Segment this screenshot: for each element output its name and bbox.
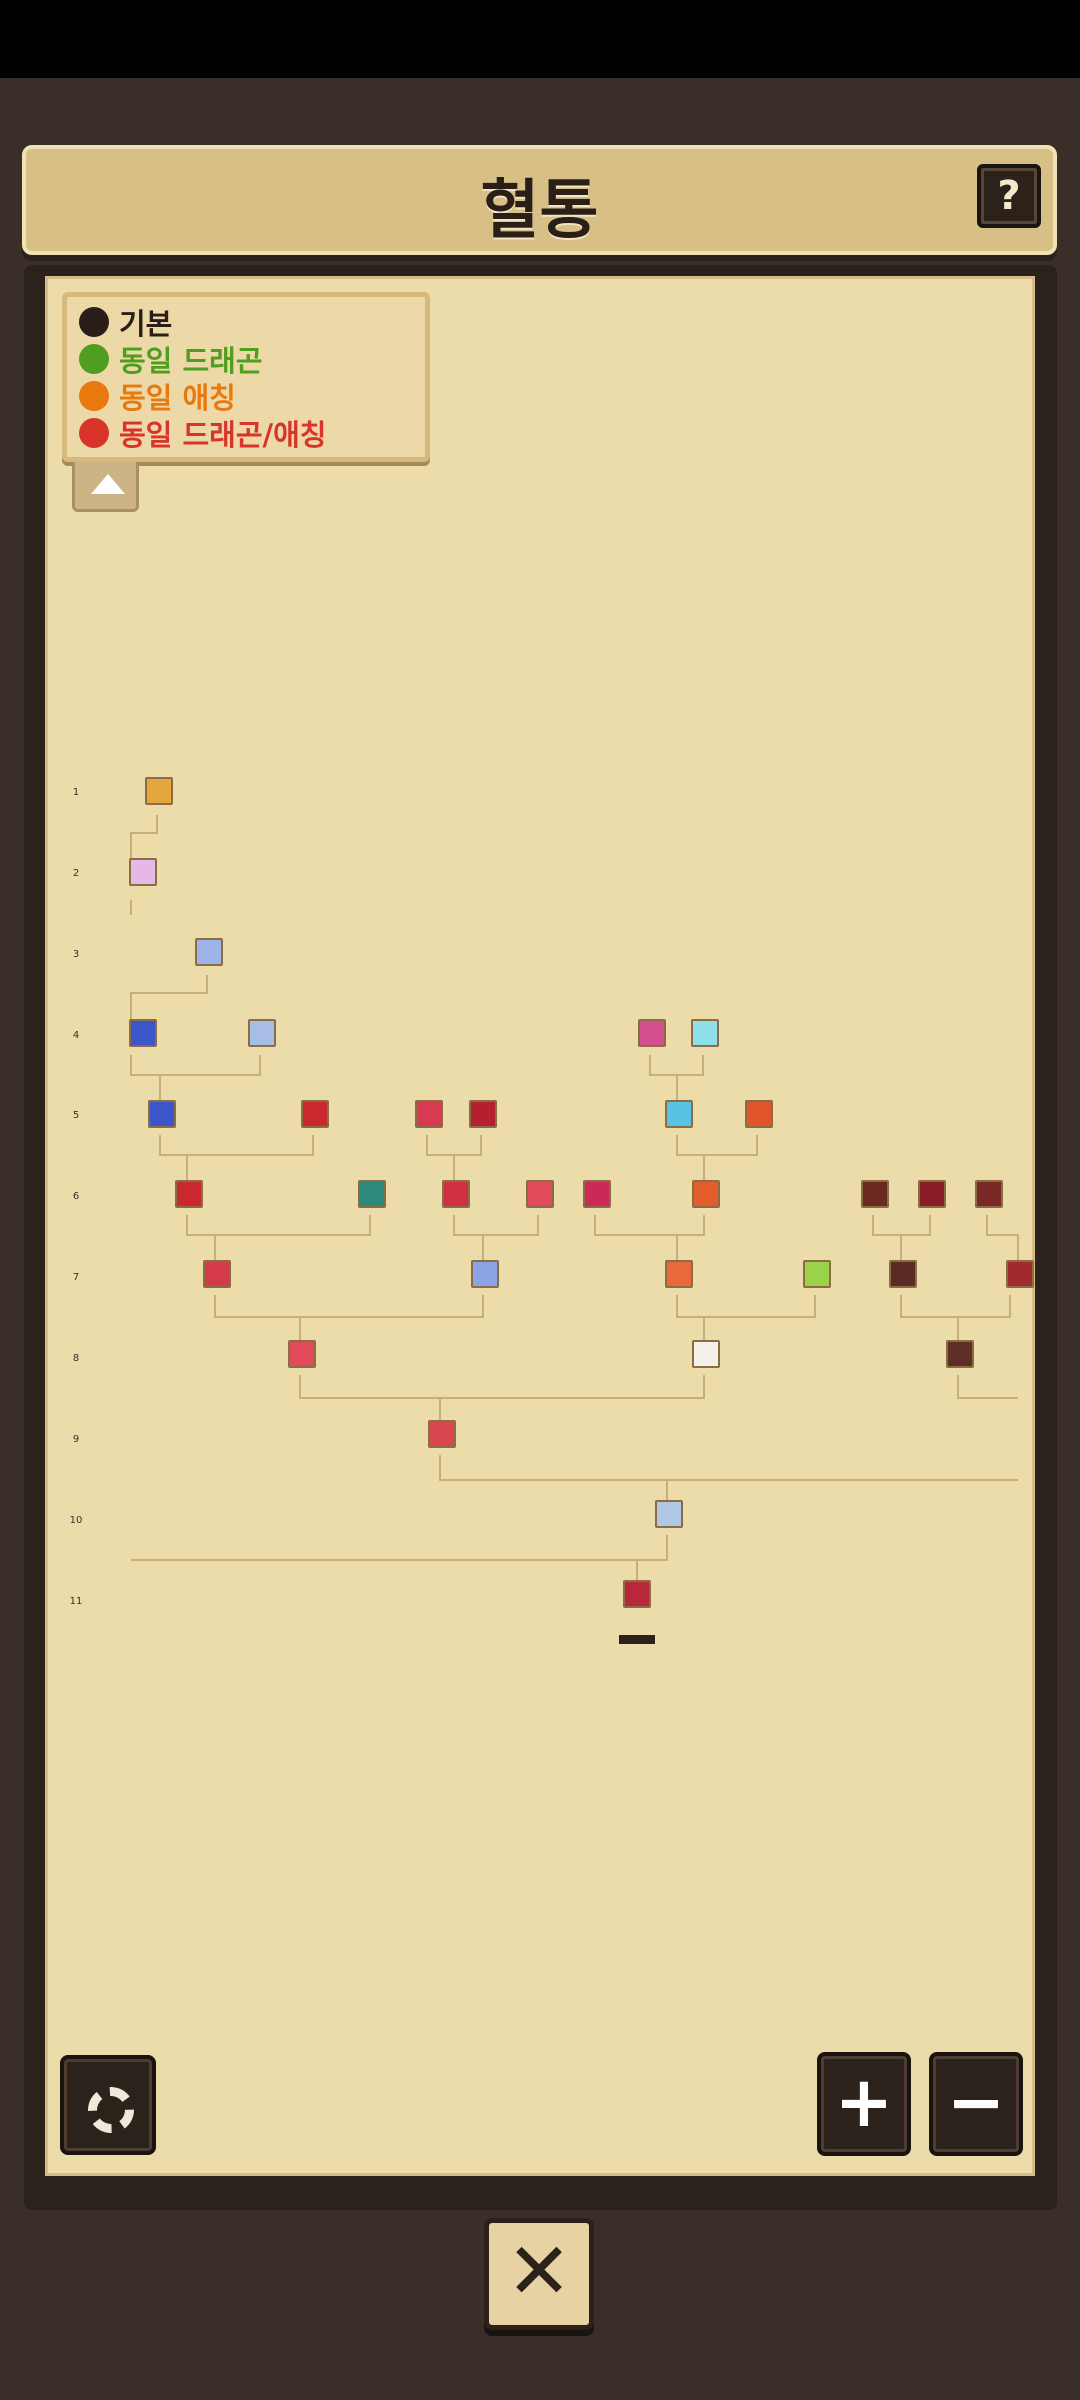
dragon-node[interactable] bbox=[1006, 1260, 1034, 1288]
zoom-in-button[interactable]: + bbox=[817, 2052, 911, 2156]
generation-label: 11 bbox=[69, 1596, 83, 1607]
dragon-node[interactable] bbox=[195, 938, 223, 966]
close-icon: ✕ bbox=[506, 2227, 572, 2317]
dragon-node[interactable] bbox=[583, 1180, 611, 1208]
generation-label: 1 bbox=[72, 787, 80, 798]
generation-label: 5 bbox=[72, 1110, 80, 1121]
dragon-node[interactable] bbox=[145, 777, 173, 805]
dragon-node[interactable] bbox=[175, 1180, 203, 1208]
legend-item-same-dragon: 동일 드래곤 bbox=[79, 342, 263, 378]
status-bar bbox=[0, 0, 1080, 78]
dragon-node[interactable] bbox=[248, 1019, 276, 1047]
generation-label: 6 bbox=[72, 1191, 80, 1202]
dragon-node[interactable] bbox=[129, 858, 157, 886]
dragon-node[interactable] bbox=[918, 1180, 946, 1208]
dragon-node[interactable] bbox=[288, 1340, 316, 1368]
dragon-node[interactable] bbox=[428, 1420, 456, 1448]
gear-icon bbox=[88, 2087, 134, 2133]
dragon-node[interactable] bbox=[469, 1100, 497, 1128]
dragon-node[interactable] bbox=[861, 1180, 889, 1208]
zoom-out-button[interactable]: − bbox=[929, 2052, 1023, 2156]
dragon-node[interactable] bbox=[691, 1019, 719, 1047]
dragon-node[interactable] bbox=[692, 1340, 720, 1368]
dragon-node[interactable] bbox=[358, 1180, 386, 1208]
current-dragon-badge bbox=[619, 1635, 655, 1644]
dragon-node[interactable] bbox=[803, 1260, 831, 1288]
dragon-node[interactable] bbox=[442, 1180, 470, 1208]
legend-item-basic: 기본 bbox=[79, 305, 172, 341]
legend-label: 동일 드래곤/애칭 bbox=[119, 418, 327, 452]
dragon-node[interactable] bbox=[526, 1180, 554, 1208]
generation-label: 9 bbox=[72, 1434, 80, 1445]
generation-label: 10 bbox=[69, 1515, 83, 1526]
dragon-node[interactable] bbox=[301, 1100, 329, 1128]
dragon-node[interactable] bbox=[665, 1100, 693, 1128]
dragon-node[interactable] bbox=[415, 1100, 443, 1128]
legend-dot bbox=[79, 307, 109, 337]
legend-item-same-dragon-nickname: 동일 드래곤/애칭 bbox=[79, 416, 326, 452]
title-banner: 혈통 ? bbox=[22, 145, 1057, 255]
dragon-node[interactable] bbox=[692, 1180, 720, 1208]
tree-lines bbox=[130, 815, 1019, 1580]
page-title: 혈통 bbox=[480, 174, 599, 248]
legend-dot bbox=[79, 344, 109, 374]
dragon-node[interactable] bbox=[623, 1580, 651, 1608]
legend-item-same-nickname: 동일 애칭 bbox=[79, 379, 236, 415]
lineage-canvas[interactable] bbox=[45, 276, 1035, 2176]
dragon-node[interactable] bbox=[655, 1500, 683, 1528]
dragon-node[interactable] bbox=[471, 1260, 499, 1288]
dragon-node[interactable] bbox=[203, 1260, 231, 1288]
generation-label: 2 bbox=[72, 868, 80, 879]
generation-label: 3 bbox=[72, 949, 80, 960]
dragon-node[interactable] bbox=[129, 1019, 157, 1047]
legend-label: 동일 드래곤 bbox=[119, 344, 263, 378]
generation-label: 4 bbox=[72, 1030, 80, 1041]
dragon-node[interactable] bbox=[148, 1100, 176, 1128]
legend-collapse-button[interactable] bbox=[72, 462, 139, 512]
dragon-node[interactable] bbox=[665, 1260, 693, 1288]
help-button[interactable]: ? bbox=[977, 164, 1041, 228]
dragon-node[interactable] bbox=[745, 1100, 773, 1128]
legend-dot bbox=[79, 418, 109, 448]
dragon-node[interactable] bbox=[638, 1019, 666, 1047]
dragon-node[interactable] bbox=[889, 1260, 917, 1288]
legend-dot bbox=[79, 381, 109, 411]
dragon-node[interactable] bbox=[975, 1180, 1003, 1208]
close-button[interactable]: ✕ bbox=[484, 2218, 594, 2330]
legend-label: 동일 애칭 bbox=[119, 381, 236, 415]
generation-label: 7 bbox=[72, 1272, 80, 1283]
legend-label: 기본 bbox=[119, 307, 173, 341]
legend-panel: 기본 동일 드래곤 동일 애칭 동일 드래곤/애칭 bbox=[62, 292, 430, 462]
settings-button[interactable] bbox=[60, 2055, 156, 2155]
generation-label: 8 bbox=[72, 1353, 80, 1364]
dragon-node[interactable] bbox=[946, 1340, 974, 1368]
